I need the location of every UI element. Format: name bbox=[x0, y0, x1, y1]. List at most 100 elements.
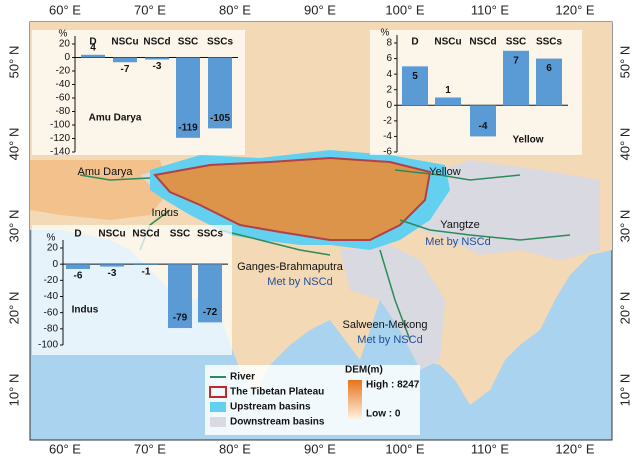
y-tick-label: -4 bbox=[383, 131, 392, 142]
lon-label: 100° E bbox=[385, 2, 425, 17]
value-label: 1 bbox=[445, 85, 451, 96]
y-tick-label: -80 bbox=[56, 106, 71, 117]
value-label: -3 bbox=[108, 268, 117, 279]
region-label: Salween-Mekong bbox=[343, 319, 428, 331]
category-label: NSCd bbox=[469, 37, 496, 48]
bar bbox=[435, 97, 461, 106]
lon-label: 100° E bbox=[385, 441, 425, 456]
y-tick-label: -40 bbox=[44, 291, 59, 302]
y-tick-label: 8 bbox=[386, 38, 392, 49]
y-tick-label: -120 bbox=[50, 133, 70, 144]
lon-label: 70° E bbox=[134, 2, 166, 17]
bar bbox=[536, 58, 562, 106]
region-label: Amu Darya bbox=[77, 166, 133, 178]
category-label: NSCu bbox=[111, 37, 138, 48]
y-tick-label: -100 bbox=[38, 340, 58, 351]
bar bbox=[208, 57, 232, 129]
y-unit: % bbox=[381, 28, 390, 39]
y-tick-label: -20 bbox=[44, 275, 59, 286]
y-unit: % bbox=[59, 29, 68, 40]
lat-label: 10° N bbox=[617, 374, 632, 407]
inset-chart: %8 6 4 2 0 -2 -4 -6 D 5 NSCu 1 NSCd -4 SSC 7 SSCs 6 Yellow bbox=[370, 28, 582, 158]
lat-label: 50° N bbox=[617, 46, 632, 79]
y-tick-label: -2 bbox=[383, 115, 392, 126]
lon-label: 70° E bbox=[134, 441, 166, 456]
bar bbox=[66, 264, 90, 270]
lon-label: 80° E bbox=[219, 441, 251, 456]
inset-title: Amu Darya bbox=[89, 113, 142, 124]
region-label: Met by NSCd bbox=[267, 276, 332, 288]
lat-label: 30° N bbox=[617, 210, 632, 243]
value-label: 7 bbox=[513, 55, 519, 66]
lon-label: 60° E bbox=[49, 2, 81, 17]
value-label: 5 bbox=[412, 71, 418, 82]
y-tick-label: -60 bbox=[56, 93, 71, 104]
lat-label: 40° N bbox=[617, 128, 632, 161]
value-label: -1 bbox=[142, 267, 151, 278]
category-label: D bbox=[411, 37, 418, 48]
region-label: Yangtze bbox=[440, 219, 480, 231]
category-label: SSCs bbox=[197, 229, 224, 240]
y-tick-label: -140 bbox=[50, 147, 70, 158]
category-label: NSCd bbox=[132, 229, 159, 240]
legend-label: River bbox=[230, 372, 255, 383]
downstream-basins bbox=[400, 160, 600, 260]
category-label: D bbox=[89, 37, 96, 48]
region-label: Ganges-Brahmaputra bbox=[237, 261, 344, 273]
category-label: SSC bbox=[506, 37, 527, 48]
value-label: -119 bbox=[178, 122, 198, 133]
category-label: D bbox=[74, 229, 81, 240]
category-label: NSCu bbox=[434, 37, 461, 48]
lat-label: 50° N bbox=[6, 46, 21, 79]
y-tick-label: -60 bbox=[44, 307, 59, 318]
inset-title: Yellow bbox=[512, 135, 543, 146]
region-label: Met by NSCd bbox=[425, 236, 490, 248]
legend-swatch bbox=[210, 417, 226, 427]
lon-label: 110° E bbox=[471, 2, 510, 17]
lon-label: 90° E bbox=[304, 2, 336, 17]
value-label: -72 bbox=[203, 307, 218, 318]
category-label: SSC bbox=[170, 229, 191, 240]
lon-label: 110° E bbox=[471, 441, 510, 456]
dem-high: High : 8247 bbox=[366, 380, 420, 391]
value-label: -4 bbox=[479, 121, 488, 132]
bar bbox=[145, 57, 169, 60]
bar bbox=[134, 264, 158, 265]
value-label: -105 bbox=[210, 113, 230, 124]
y-tick-label: -100 bbox=[50, 120, 70, 131]
y-tick-label: -40 bbox=[56, 79, 71, 90]
category-label: SSC bbox=[178, 37, 199, 48]
bar bbox=[100, 264, 124, 267]
lat-label: 20° N bbox=[617, 292, 632, 325]
dem-title: DEM(m) bbox=[345, 365, 383, 376]
lat-label: 20° N bbox=[6, 292, 21, 325]
y-tick-label: 20 bbox=[59, 39, 71, 50]
region-label: Met by NSCd bbox=[357, 334, 422, 346]
category-label: SSCs bbox=[207, 37, 234, 48]
value-label: 4 bbox=[90, 42, 96, 53]
legend-swatch bbox=[210, 402, 226, 412]
y-unit: % bbox=[47, 233, 56, 244]
inset-chart: %20 0 -20 -40 -60 -80 -100 D -6 NSCu -3 NSCd -1 SSC -7… bbox=[32, 225, 232, 355]
bar bbox=[81, 54, 105, 58]
value-label: -3 bbox=[153, 61, 162, 72]
y-tick-label: 20 bbox=[47, 243, 59, 254]
downstream-basins bbox=[340, 245, 445, 370]
lon-label: 120° E bbox=[555, 441, 595, 456]
y-tick-label: 6 bbox=[386, 53, 392, 64]
y-tick-label: 0 bbox=[52, 259, 58, 270]
category-label: NSCd bbox=[143, 37, 170, 48]
tibetan-plateau bbox=[153, 156, 432, 241]
bar bbox=[113, 57, 137, 63]
legend-box bbox=[205, 365, 420, 435]
y-tick-label: -20 bbox=[56, 66, 71, 77]
value-label: -79 bbox=[173, 313, 188, 324]
bar bbox=[470, 105, 496, 137]
y-tick-label: 0 bbox=[64, 52, 70, 63]
region-label: Indus bbox=[152, 207, 179, 219]
lon-label: 80° E bbox=[219, 2, 251, 17]
legend-label: Downstream basins bbox=[230, 417, 325, 428]
category-label: SSCs bbox=[536, 37, 563, 48]
lon-label: 90° E bbox=[304, 441, 336, 456]
